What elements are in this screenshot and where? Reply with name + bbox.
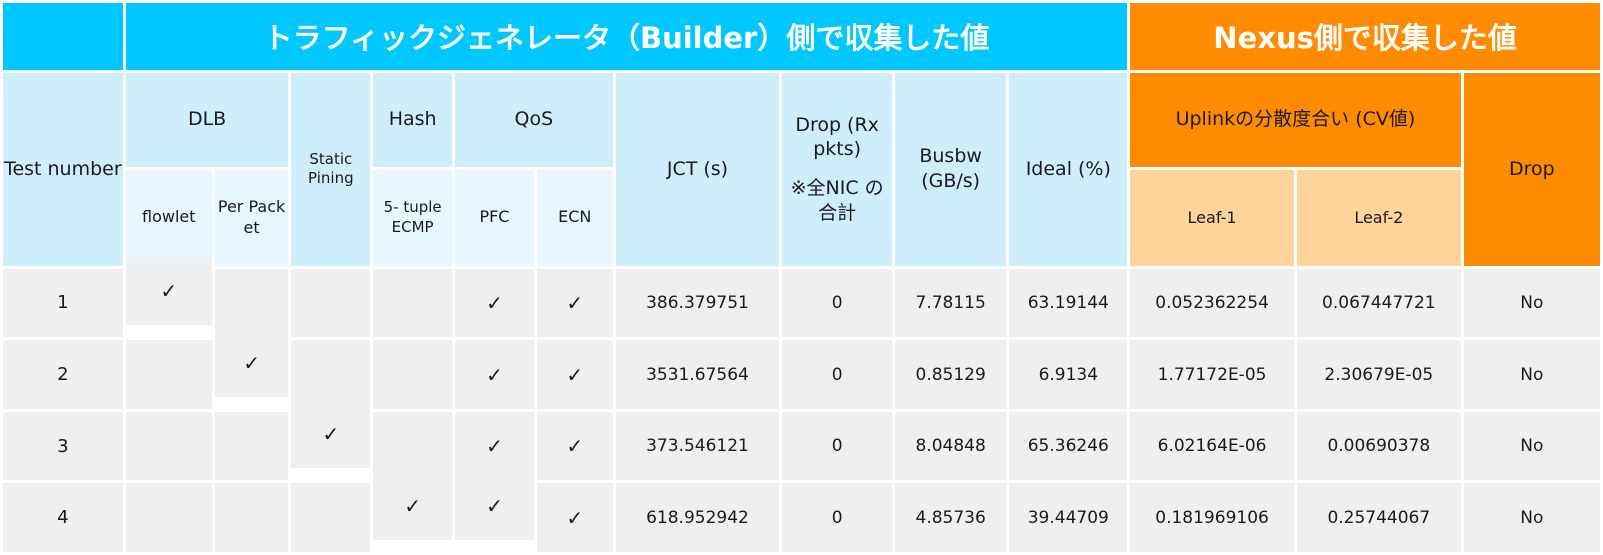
cell-hash (373, 411, 453, 481)
nexus-group-title: Nexus側で収集した値 (1130, 3, 1600, 70)
cell-ecn-check: ✓ (536, 483, 613, 552)
cell-flowlet (125, 483, 212, 552)
col-drop: Drop (1463, 72, 1600, 266)
col-test-number: Test number (3, 72, 123, 266)
cell-per-packet (214, 411, 289, 481)
cell-drop-rx: 0 (782, 483, 892, 552)
col-uplink: Uplinkの分散度合い (CV値) (1130, 72, 1461, 168)
cell-pfc-check: ✓ (455, 471, 534, 540)
cell-jct: 386.379751 (615, 268, 780, 338)
cell-jct: 3531.67564 (615, 340, 780, 409)
col-ideal: Ideal (%) (1009, 72, 1128, 266)
cell-leaf-2: 0.067447721 (1296, 268, 1461, 338)
cell-test-number: 2 (3, 340, 123, 409)
group-header-row: トラフィックジェネレータ（Builder）側で収集した値 Nexus側で収集した… (3, 3, 1600, 70)
cell-hash-check: ✓ (373, 471, 453, 540)
cell-leaf-2: 0.25744067 (1296, 483, 1461, 552)
cell-hash (373, 268, 453, 338)
cell-pfc-check: ✓ (455, 268, 534, 338)
cell-leaf-2: 2.30679E-05 (1296, 340, 1461, 409)
builder-group-title: トラフィックジェネレータ（Builder）側で収集した値 (125, 3, 1128, 70)
col-leaf-1: Leaf-1 (1130, 170, 1294, 266)
col-qos: QoS (455, 72, 613, 168)
cell-flowlet (125, 411, 212, 481)
cell-busbw: 4.85736 (894, 483, 1007, 552)
col-pfc: PFC (455, 170, 534, 266)
cell-drop: No (1463, 411, 1600, 481)
blank-corner-cell (3, 3, 123, 70)
col-static-pining: Static Pining (291, 72, 371, 266)
cell-drop-rx: 0 (782, 340, 892, 409)
cell-drop-rx: 0 (782, 268, 892, 338)
cell-busbw: 7.78115 (894, 268, 1007, 338)
cell-test-number: 1 (3, 268, 123, 338)
table-row: 1 ✓ ✓ ✓ 386.379751 0 7.78115 63.19144 0.… (3, 256, 1600, 338)
table-row: 3 ✓ ✓ ✓ 373.546121 0 8.04848 65.36246 6.… (3, 399, 1600, 481)
cell-leaf-1: 0.052362254 (1130, 268, 1294, 338)
table-row: 4 ✓ ✓ ✓ 618.952942 0 4.85736 39.44709 0.… (3, 471, 1600, 552)
col-ecn: ECN (536, 170, 613, 266)
table-row: 2 ✓ ✓ ✓ 3531.67564 0 0.85129 6.9134 1.77… (3, 328, 1600, 409)
col-drop-rx-label: Drop (Rx pkts) (795, 113, 879, 161)
col-busbw: Busbw (GB/s) (894, 72, 1007, 266)
cell-flowlet (125, 340, 212, 409)
cell-leaf-1: 1.77172E-05 (1130, 340, 1294, 409)
column-header-row-2: flowlet Per Pack et 5- tuple ECMP PFC EC… (3, 170, 1600, 266)
cell-drop: No (1463, 268, 1600, 338)
cell-per-packet-check: ✓ (214, 328, 289, 397)
cell-flowlet-check: ✓ (125, 256, 212, 326)
cell-ecn-check: ✓ (536, 411, 613, 481)
cell-hash (373, 340, 453, 409)
cell-ideal: 65.36246 (1009, 411, 1128, 481)
cell-ideal: 63.19144 (1009, 268, 1128, 338)
cell-pfc-check: ✓ (455, 411, 534, 481)
cell-static (291, 268, 371, 338)
col-drop-note: ※全NIC の 合計 (790, 177, 884, 224)
cell-per-packet (214, 483, 289, 552)
cell-jct: 373.546121 (615, 411, 780, 481)
cell-ecn-check: ✓ (536, 340, 613, 409)
cell-busbw: 8.04848 (894, 411, 1007, 481)
col-dlb: DLB (125, 72, 289, 168)
cell-per-packet (214, 268, 289, 338)
cell-static-check: ✓ (291, 399, 371, 469)
cell-drop: No (1463, 340, 1600, 409)
cell-ecn-check: ✓ (536, 268, 613, 338)
cell-static (291, 340, 371, 409)
cell-ideal: 39.44709 (1009, 483, 1128, 552)
cell-ideal: 6.9134 (1009, 340, 1128, 409)
col-jct: JCT (s) (615, 72, 780, 266)
cell-drop: No (1463, 483, 1600, 552)
cell-pfc-check: ✓ (455, 340, 534, 409)
cell-test-number: 4 (3, 483, 123, 552)
cell-test-number: 3 (3, 411, 123, 481)
cell-leaf-2: 0.00690378 (1296, 411, 1461, 481)
col-drop-rx: Drop (Rx pkts) ※全NIC の 合計 (782, 72, 892, 266)
column-header-row-1: Test number DLB Static Pining Hash QoS J… (3, 72, 1600, 266)
col-flowlet: flowlet (125, 170, 212, 266)
cell-jct: 618.952942 (615, 483, 780, 552)
col-hash: Hash (373, 72, 453, 168)
col-5-tuple-ecmp: 5- tuple ECMP (373, 170, 453, 266)
col-per-packet: Per Pack et (214, 170, 289, 266)
col-leaf-2: Leaf-2 (1296, 170, 1461, 266)
cell-busbw: 0.85129 (894, 340, 1007, 409)
cell-leaf-1: 0.181969106 (1130, 483, 1294, 552)
cell-static (291, 483, 371, 552)
cell-leaf-1: 6.02164E-06 (1130, 411, 1294, 481)
cell-drop-rx: 0 (782, 411, 892, 481)
